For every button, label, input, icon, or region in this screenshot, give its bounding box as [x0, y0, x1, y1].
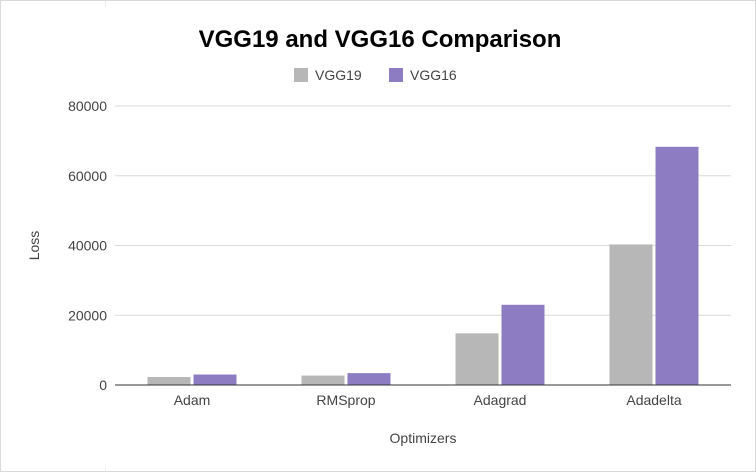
- bars: [147, 146, 699, 385]
- y-tick-label: 20000: [68, 307, 107, 323]
- legend-label-vgg16: VGG16: [410, 67, 457, 83]
- y-axis-ticks: 0 20000 40000 60000 80000: [68, 98, 107, 393]
- legend-label-vgg19: VGG19: [315, 67, 362, 83]
- y-tick-label: 80000: [68, 98, 107, 114]
- bar-vgg19-rmsprop: [301, 375, 345, 385]
- x-tick-label: Adadelta: [626, 392, 681, 408]
- x-tick-label: Adagrad: [474, 392, 527, 408]
- x-tick-label: Adam: [174, 392, 211, 408]
- chart-title: VGG19 and VGG16 Comparison: [199, 26, 562, 53]
- y-tick-label: 0: [99, 377, 107, 393]
- bar-vgg16-adam: [193, 374, 237, 385]
- x-tick-label: RMSprop: [316, 392, 375, 408]
- y-axis-title: Loss: [26, 231, 42, 261]
- legend-swatch-vgg19: [294, 68, 308, 82]
- bar-vgg19-adam: [147, 376, 191, 385]
- bar-vgg16-adadelta: [655, 146, 699, 385]
- x-axis-ticks: Adam RMSprop Adagrad Adadelta: [174, 392, 682, 408]
- bar-vgg19-adagrad: [455, 333, 499, 385]
- x-axis-title: Optimizers: [390, 430, 457, 446]
- bar-vgg16-adagrad: [501, 304, 545, 385]
- bar-vgg19-adadelta: [609, 244, 653, 385]
- chart-legend: VGG19 VGG16: [294, 67, 457, 83]
- bar-vgg16-rmsprop: [347, 373, 391, 385]
- y-tick-label: 40000: [68, 238, 107, 254]
- legend-swatch-vgg16: [389, 68, 403, 82]
- y-tick-label: 60000: [68, 168, 107, 184]
